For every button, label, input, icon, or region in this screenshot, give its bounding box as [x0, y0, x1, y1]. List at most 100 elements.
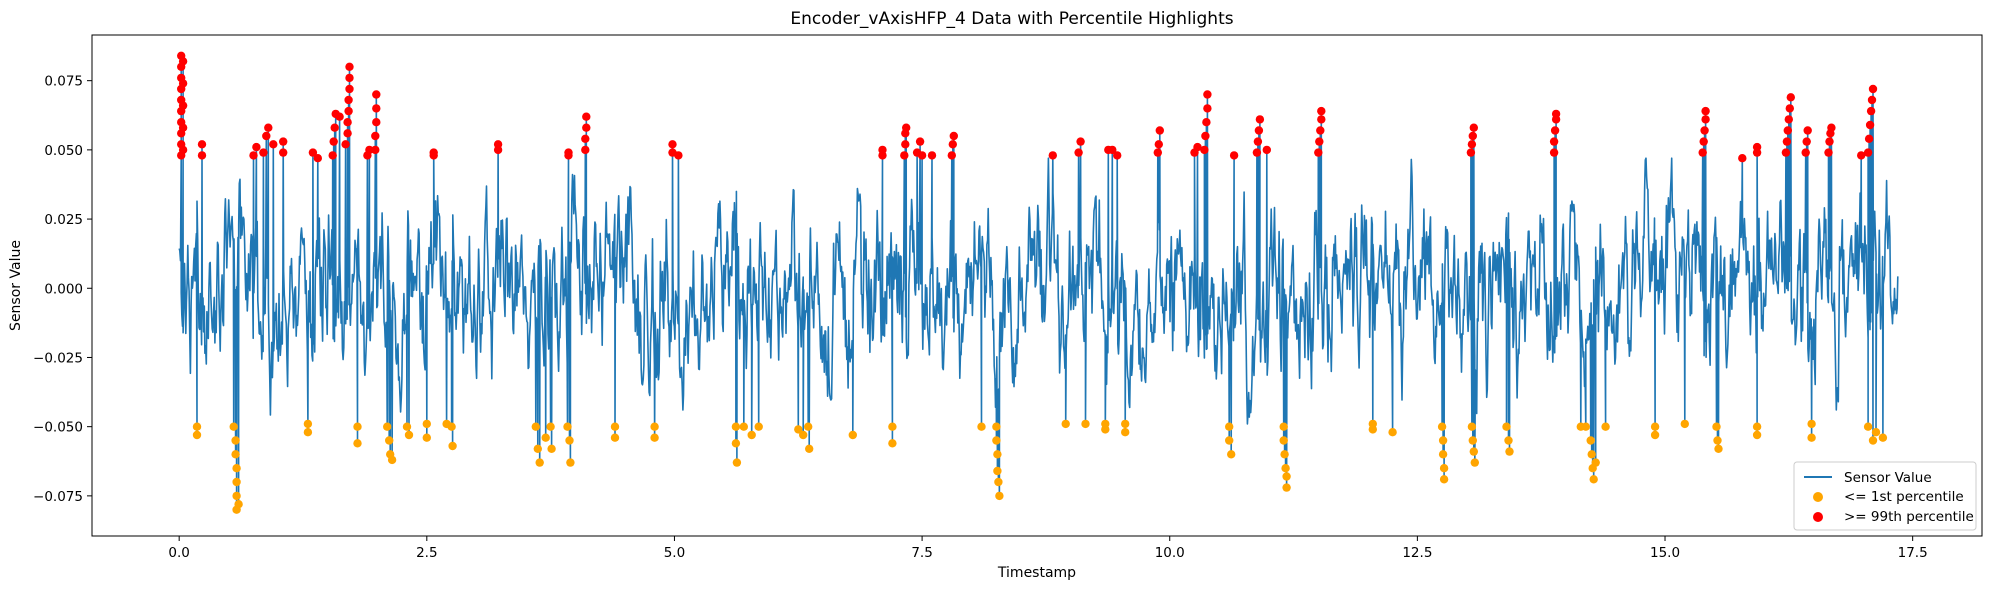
low-percentile-point — [1101, 425, 1110, 434]
low-percentile-point — [993, 450, 1002, 459]
low-percentile-point — [231, 450, 240, 459]
low-percentile-point — [731, 422, 741, 431]
low-percentile-point — [404, 430, 414, 440]
x-tick-label: 17.5 — [1898, 545, 1928, 561]
high-percentile-point — [917, 151, 927, 160]
low-percentile-point — [229, 422, 238, 431]
high-percentile-point — [1317, 106, 1326, 116]
low-percentile-point — [448, 441, 457, 451]
low-percentile-point — [731, 439, 741, 448]
high-percentile-point — [372, 104, 381, 113]
high-percentile-point — [365, 145, 374, 155]
high-percentile-point — [1469, 123, 1479, 132]
low-percentile-point — [995, 491, 1004, 501]
low-percentile-point — [1871, 428, 1881, 437]
low-percentile-point — [1437, 422, 1447, 431]
low-percentile-point — [1439, 464, 1449, 473]
low-percentile-point — [563, 422, 572, 431]
legend-label: <= 1st percentile — [1844, 489, 1964, 505]
low-percentile-point — [566, 458, 575, 467]
low-percentile-point — [739, 422, 748, 431]
low-percentile-point — [1280, 450, 1289, 459]
low-percentile-point — [610, 422, 620, 431]
y-axis: −0.075 −0.050 −0.025 0.000 0.025 0.050 0.075 — [33, 74, 92, 505]
high-percentile-point — [1864, 134, 1874, 143]
low-percentile-point — [303, 419, 313, 429]
high-percentile-point — [915, 137, 925, 146]
low-percentile-point — [1587, 450, 1596, 459]
low-percentile-point — [1081, 419, 1090, 429]
low-percentile-point — [888, 422, 897, 431]
low-percentile-point — [234, 500, 243, 509]
high-percentile-point — [178, 145, 188, 155]
low-percentile-point — [794, 425, 803, 434]
low-percentile-point — [1752, 430, 1762, 440]
high-percentile-point — [1784, 115, 1794, 124]
x-tick-label: 0.0 — [168, 545, 189, 561]
low-percentile-point — [992, 436, 1001, 445]
legend-box — [1793, 461, 1977, 531]
low-percentile-point — [1438, 436, 1448, 445]
low-percentile-point — [353, 439, 362, 448]
low-percentile-point — [1368, 425, 1378, 434]
low-percentile-point — [1225, 436, 1234, 445]
high-percentile-point — [262, 131, 271, 141]
high-percentile-point — [344, 95, 353, 105]
x-tick-label: 5.0 — [664, 545, 685, 561]
high-percentile-point — [308, 148, 318, 157]
high-percentile-point — [1857, 151, 1866, 160]
low-percentile-point — [1438, 450, 1448, 459]
high-percentile-point — [345, 62, 354, 71]
low-percentile-point — [1439, 475, 1449, 484]
low-percentile-point — [1468, 436, 1478, 445]
high-percentile-point — [1252, 148, 1262, 157]
low-percentile-point — [650, 433, 659, 442]
y-tick-label: −0.075 — [33, 489, 83, 505]
high-percentile-point — [1549, 148, 1559, 157]
low-percentile-point — [1279, 422, 1288, 431]
high-percentile-point — [948, 140, 957, 149]
legend-label: >= 99th percentile — [1844, 509, 1974, 525]
high-percentile-point — [1254, 126, 1264, 135]
high-percentile-point — [668, 140, 677, 149]
high-percentile-point — [259, 148, 268, 157]
legend: Sensor Value <= 1st percentile >= 99th per… — [1793, 461, 1977, 531]
low-percentile-point — [1863, 422, 1873, 431]
high-percentile-point — [1155, 126, 1165, 135]
high-percentile-point — [1802, 137, 1811, 146]
high-percentile-point — [1786, 93, 1796, 102]
y-tick-label: 0.025 — [44, 212, 83, 228]
high-percentile-point — [1466, 148, 1476, 157]
low-percentile-point — [422, 419, 431, 429]
high-percentile-point — [1700, 126, 1709, 135]
high-percentile-point — [279, 137, 288, 146]
high-percentile-point — [279, 148, 288, 157]
high-percentile-point — [1752, 142, 1762, 152]
high-percentile-point — [581, 134, 590, 143]
high-percentile-point — [1781, 148, 1791, 157]
high-percentile-point — [345, 84, 354, 94]
legend-low-swatch — [1813, 492, 1823, 502]
low-percentile-point — [1713, 436, 1722, 445]
high-percentile-point — [1824, 148, 1833, 157]
high-percentile-point — [1255, 115, 1265, 124]
low-percentile-point — [993, 466, 1002, 476]
low-percentile-point — [383, 422, 392, 431]
low-percentile-point — [1714, 444, 1723, 453]
high-percentile-point — [1048, 151, 1058, 160]
x-tick-label: 7.5 — [911, 545, 932, 561]
high-percentile-point — [1868, 84, 1878, 94]
low-percentile-point — [1225, 422, 1234, 431]
low-percentile-point — [732, 458, 742, 467]
high-percentile-point — [178, 57, 188, 66]
high-percentile-point — [330, 123, 339, 132]
low-percentile-point — [565, 436, 574, 445]
y-tick-label: −0.025 — [33, 350, 83, 366]
y-tick-label: 0.075 — [44, 74, 83, 90]
high-percentile-point — [1863, 148, 1873, 157]
low-percentile-point — [799, 430, 808, 440]
high-percentile-point — [1825, 137, 1834, 146]
y-tick-label: −0.050 — [33, 420, 83, 436]
high-percentile-point — [1200, 145, 1209, 155]
